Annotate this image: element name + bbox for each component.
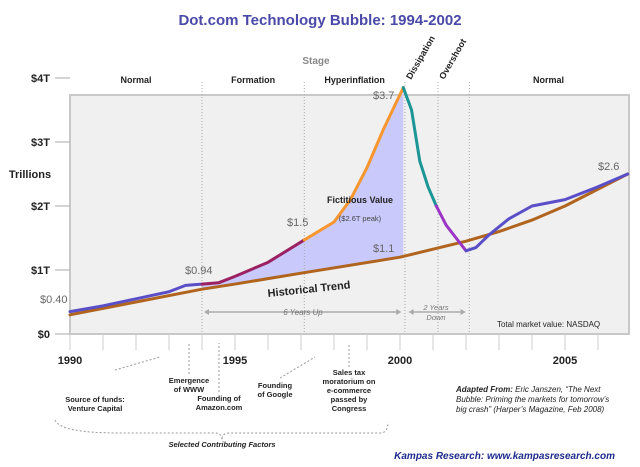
- factor-www-1: Emergence: [169, 376, 209, 385]
- historical-trend-line: [68, 172, 630, 317]
- y-tick-label: $2T: [31, 201, 50, 213]
- source-line-1: Adapted From: Eric Janszen, “The Next: [455, 385, 601, 394]
- source-text-1: Eric Janszen, “The Next: [515, 385, 601, 394]
- label-15: $1.5: [287, 217, 308, 229]
- factor-vc-2: Venture Capital: [68, 404, 123, 413]
- factor-tax-3: e-commerce: [327, 386, 371, 395]
- nasdaq-line-segment: [434, 204, 468, 253]
- factor-google-2: of Google: [258, 390, 293, 399]
- market-value-label: Total market value: NASDAQ: [497, 320, 600, 329]
- label-26: $2.6: [598, 161, 619, 173]
- nasdaq-line-segment: [302, 86, 405, 242]
- factor-vc-1: Source of funds:: [65, 395, 125, 404]
- x-tick-label: 2000: [388, 355, 412, 367]
- y-axis-label: Trillions: [9, 169, 51, 181]
- fictitious-label: Fictitious Value: [327, 195, 393, 205]
- factor-tax-2: moratorium on: [323, 377, 376, 386]
- source-line-2: Bubble: Priming the markets for tomorrow…: [456, 395, 609, 404]
- factors-caption: Selected Contributing Factors: [168, 440, 275, 449]
- y-tick-label: $4T: [31, 73, 50, 85]
- source-line-3: big crash” (Harper’s Magazine, Feb 2008): [456, 405, 605, 414]
- stage-label: Formation: [231, 75, 275, 85]
- factor-tax-5: Congress: [332, 404, 367, 413]
- factor-arrows: [54, 343, 389, 441]
- x-tick-label: 2005: [553, 355, 577, 367]
- nasdaq-line-segment: [401, 86, 438, 208]
- source-bold: Adapted From:: [455, 385, 513, 394]
- y-tick-label: $3T: [31, 137, 50, 149]
- y-tick-label: $0: [38, 329, 50, 341]
- y-tick-label: $1T: [31, 265, 50, 277]
- fictitious-value-area: [202, 87, 404, 290]
- chart-title: Dot.com Technology Bubble: 1994-2002: [178, 12, 461, 29]
- x-tick-label: 1995: [223, 355, 247, 367]
- factor-tax-4: passed by: [331, 395, 369, 404]
- six-years-up-label: 6 Years Up: [283, 308, 323, 317]
- factor-amazon-2: Amazon.com: [196, 403, 243, 412]
- factor-tax-1: Sales tax: [333, 368, 366, 377]
- stage-label: Normal: [533, 75, 564, 85]
- two-years-label: 2 Years: [422, 303, 449, 312]
- label-11: $1.1: [373, 243, 394, 255]
- factor-amazon-1: Founding of: [197, 394, 241, 403]
- stage-label: Normal: [120, 75, 151, 85]
- factor-www-2: of WWW: [174, 385, 205, 394]
- nasdaq-line-segment: [464, 172, 630, 253]
- stage-label: Hyperinflation: [324, 75, 385, 85]
- stage-label: Dissipation: [404, 34, 437, 81]
- x-tick-label: 1990: [58, 355, 82, 367]
- label-040: $0.40: [40, 294, 68, 306]
- stage-heading: Stage: [302, 56, 330, 67]
- stage-label: Overshoot: [437, 37, 468, 81]
- down-label: Down: [426, 313, 445, 322]
- label-37: $3.7: [373, 90, 394, 102]
- fictitious-sub: ($2.6T peak): [339, 214, 382, 223]
- nasdaq-line-segment: [200, 238, 306, 286]
- nasdaq-line-segment: [68, 282, 204, 314]
- factor-google-1: Founding: [258, 381, 293, 390]
- label-094: $0.94: [185, 265, 213, 277]
- credit-link[interactable]: Kampas Research: www.kampasresearch.com: [394, 451, 615, 462]
